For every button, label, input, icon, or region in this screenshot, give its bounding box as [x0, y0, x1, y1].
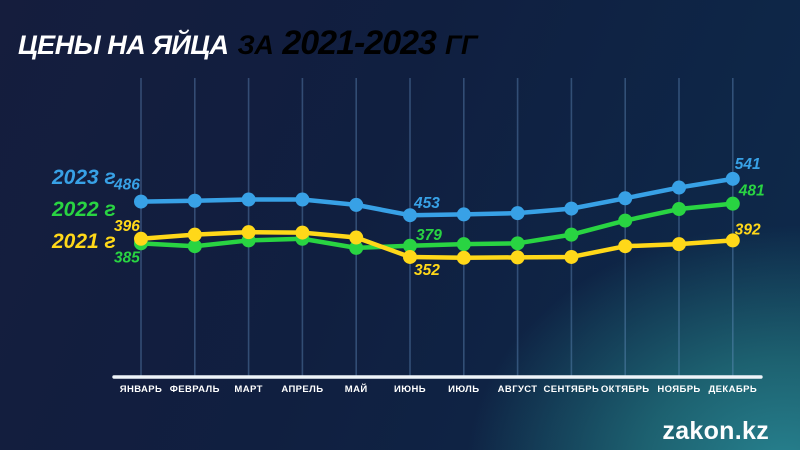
legend-item-2021: 2021 г	[52, 230, 116, 253]
legend-item-2022: 2022 г	[52, 198, 116, 221]
series-line	[138, 176, 736, 218]
data-point	[187, 227, 202, 242]
series-line	[138, 201, 736, 251]
data-point	[618, 239, 633, 254]
data-point	[403, 249, 417, 264]
legend-item-2023: 2023 г	[52, 166, 116, 189]
data-point	[241, 225, 256, 240]
data-point	[295, 225, 310, 240]
data-point	[456, 250, 471, 265]
legend: 2023 г 2022 г 2021 г	[52, 164, 116, 260]
data-point	[725, 171, 740, 186]
data-point	[564, 201, 579, 216]
data-point	[510, 236, 525, 251]
series-line	[138, 229, 736, 261]
data-point	[349, 197, 364, 212]
data-point	[510, 250, 525, 265]
data-point	[134, 231, 148, 246]
data-point	[725, 233, 740, 248]
data-point	[672, 237, 686, 252]
value-label: 486	[113, 177, 140, 194]
title-preposition: ЗА	[237, 30, 274, 60]
title-suffix: ГГ	[444, 30, 478, 60]
data-point	[349, 240, 364, 255]
value-label: 392	[735, 221, 761, 238]
data-point	[349, 230, 364, 245]
title-years: 2021-2023	[282, 24, 437, 62]
title-main: ЦЕНЫ НА ЯЙЦА	[18, 30, 229, 60]
data-point	[510, 206, 525, 221]
data-point	[403, 208, 417, 223]
value-label: 481	[738, 183, 765, 200]
data-point	[241, 192, 256, 207]
data-point	[403, 238, 417, 253]
data-point	[187, 239, 202, 254]
data-point	[564, 249, 579, 264]
data-point	[564, 227, 579, 242]
data-point	[187, 193, 202, 208]
data-point	[618, 213, 633, 228]
zakon-kz-logo: zakon.kz	[662, 417, 769, 445]
data-point	[725, 196, 740, 211]
value-label: 352	[414, 262, 440, 279]
data-point	[672, 180, 686, 195]
value-label: 453	[413, 195, 440, 212]
data-point	[672, 202, 686, 217]
data-point	[618, 191, 633, 206]
series-2023-г: 486 453 541	[113, 156, 761, 223]
value-label: 385	[114, 249, 140, 266]
data-point	[456, 237, 471, 252]
series-2021-г: 396 352 392	[114, 218, 761, 279]
data-point	[295, 192, 310, 207]
series-2022-г: 385 379 481	[114, 183, 765, 267]
data-point	[134, 194, 148, 209]
data-point	[456, 207, 471, 222]
value-label: 379	[416, 227, 442, 244]
value-label: 541	[735, 156, 761, 173]
value-label: 396	[114, 218, 140, 235]
page-title: ЦЕНЫ НА ЯЙЦА ЗА 2021-2023 ГГ	[18, 24, 478, 63]
